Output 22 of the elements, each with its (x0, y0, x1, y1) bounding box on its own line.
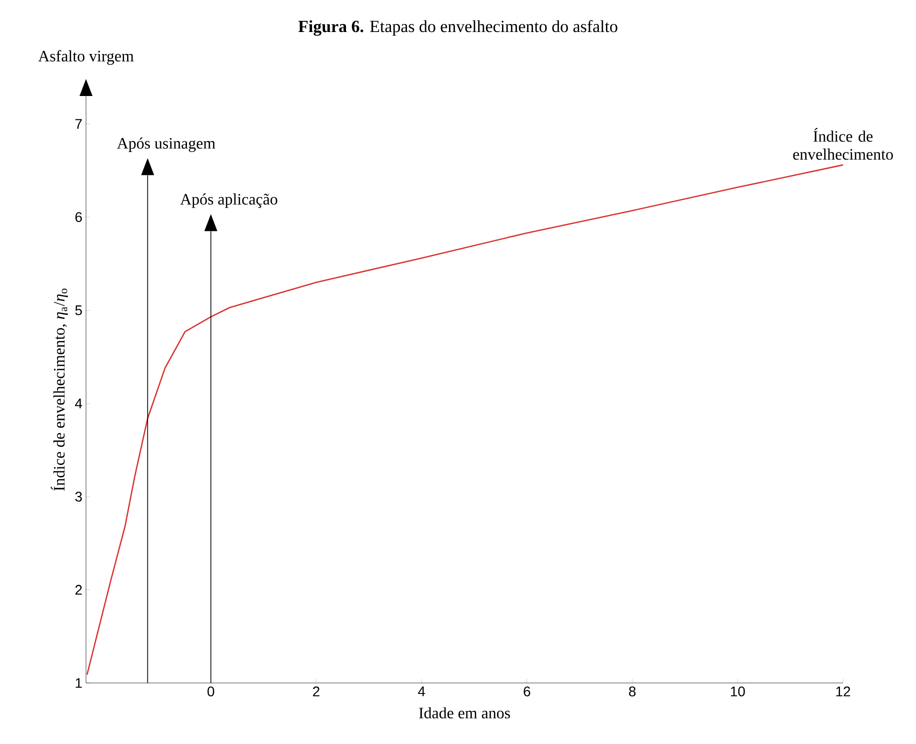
x-tick-label: 0 (208, 686, 214, 696)
chart-title: Figura 6. Etapas do envelhecimento do asfalto (298, 20, 618, 36)
x-tick-label: 10 (730, 686, 745, 696)
line-series (86, 164, 844, 676)
ref-line-label: Após aplicação (180, 193, 278, 208)
annotation: Índice de envelhecimento (793, 128, 893, 160)
x-tick-label: 6 (524, 686, 530, 696)
x-axis-title: Idade em anos (419, 707, 510, 718)
ref-line-label: Após usinagem (117, 137, 216, 152)
x-tick-label: 12 (836, 686, 850, 696)
y-tick-label: 1 (76, 678, 82, 688)
y-tick-label: 3 (75, 492, 82, 502)
y-tick-label: 5 (75, 305, 82, 316)
y-tick-label: 2 (75, 584, 82, 595)
y-tick-label: 7 (75, 119, 82, 129)
y-axis-title: Índice de envelhecimento, η$_{a}$/η$_{o}$ (50, 288, 68, 491)
y-tick-label: 4 (75, 398, 82, 408)
y-tick-label: 6 (75, 212, 82, 222)
text: Asfalto virgem (38, 50, 134, 65)
x-tick-label: 2 (313, 686, 320, 696)
x-tick-label: 8 (629, 686, 636, 696)
x-tick-label: 4 (418, 686, 426, 696)
